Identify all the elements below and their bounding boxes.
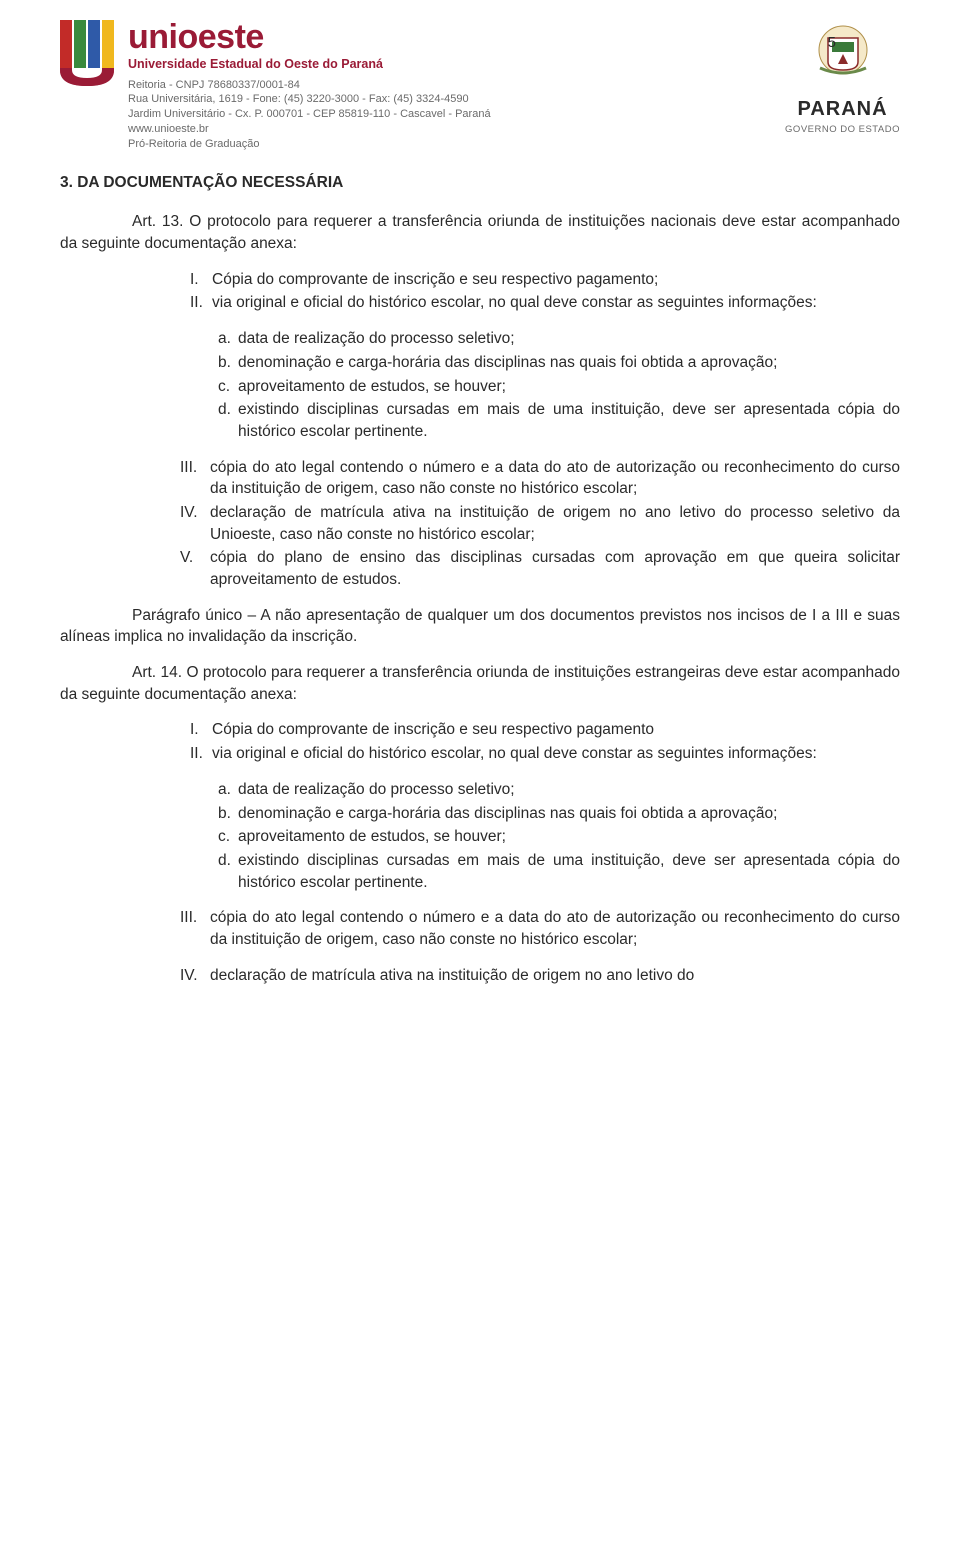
header-left: unioeste Universidade Estadual do Oeste … xyxy=(60,20,491,152)
university-name: unioeste xyxy=(128,20,491,54)
item-text: Cópia do comprovante de inscrição e seu … xyxy=(212,269,900,291)
item-text: declaração de matrícula ativa na institu… xyxy=(210,965,900,987)
marker: IV. xyxy=(180,502,210,545)
marker: V. xyxy=(180,547,210,590)
list-item: III.cópia do ato legal contendo o número… xyxy=(180,907,900,950)
list-item: b.denominação e carga-horária das discip… xyxy=(218,803,900,825)
list-item: c.aproveitamento de estudos, se houver; xyxy=(218,826,900,848)
header-text-block: unioeste Universidade Estadual do Oeste … xyxy=(128,20,491,152)
item-text: via original e oficial do histórico esco… xyxy=(212,743,900,765)
item-text: aproveitamento de estudos, se houver; xyxy=(238,376,900,398)
page-number: 5 xyxy=(828,32,836,53)
parana-coat-icon xyxy=(810,20,876,86)
list-item: c.aproveitamento de estudos, se houver; xyxy=(218,376,900,398)
marker: b. xyxy=(218,803,238,825)
list-item: III.cópia do ato legal contendo o número… xyxy=(180,457,900,500)
item-text: cópia do plano de ensino das disciplinas… xyxy=(210,547,900,590)
art14-alpha-list: a.data de realização do processo seletiv… xyxy=(218,779,900,893)
item-text: aproveitamento de estudos, se houver; xyxy=(238,826,900,848)
art13-roman-list: I.Cópia do comprovante de inscrição e se… xyxy=(190,269,900,314)
item-text: Cópia do comprovante de inscrição e seu … xyxy=(212,719,900,741)
item-text: existindo disciplinas cursadas em mais d… xyxy=(238,850,900,893)
unioeste-logo-icon xyxy=(60,20,118,90)
addr-line: Jardim Universitário - Cx. P. 000701 - C… xyxy=(128,107,491,122)
marker: b. xyxy=(218,352,238,374)
marker: I. xyxy=(190,269,212,291)
art13-alpha-list: a.data de realização do processo seletiv… xyxy=(218,328,900,442)
item-text: declaração de matrícula ativa na institu… xyxy=(210,502,900,545)
list-item: II.via original e oficial do histórico e… xyxy=(190,292,900,314)
marker: a. xyxy=(218,779,238,801)
addr-line: www.unioeste.br xyxy=(128,122,491,137)
marker: II. xyxy=(190,743,212,765)
list-item: d.existindo disciplinas cursadas em mais… xyxy=(218,399,900,442)
list-item: a.data de realização do processo seletiv… xyxy=(218,779,900,801)
header-right: PARANÁ GOVERNO DO ESTADO xyxy=(785,20,900,136)
marker: I. xyxy=(190,719,212,741)
marker: a. xyxy=(218,328,238,350)
item-text: denominação e carga-horária das discipli… xyxy=(238,803,900,825)
list-item: I.Cópia do comprovante de inscrição e se… xyxy=(190,269,900,291)
parana-sub: GOVERNO DO ESTADO xyxy=(785,123,900,136)
item-text: existindo disciplinas cursadas em mais d… xyxy=(238,399,900,442)
parana-name: PARANÁ xyxy=(785,95,900,123)
item-text: data de realização do processo seletivo; xyxy=(238,328,900,350)
marker: II. xyxy=(190,292,212,314)
item-text: data de realização do processo seletivo; xyxy=(238,779,900,801)
university-subtitle: Universidade Estadual do Oeste do Paraná xyxy=(128,56,491,74)
marker: III. xyxy=(180,907,210,950)
marker: c. xyxy=(218,826,238,848)
list-item: d. existindo disciplinas cursadas em mai… xyxy=(218,850,900,893)
list-item: IV.declaração de matrícula ativa na inst… xyxy=(180,965,900,987)
art14-roman-list-2: III.cópia do ato legal contendo o número… xyxy=(180,907,900,950)
list-item: I.Cópia do comprovante de inscrição e se… xyxy=(190,719,900,741)
list-item: IV.declaração de matrícula ativa na inst… xyxy=(180,502,900,545)
art14-roman-list: I.Cópia do comprovante de inscrição e se… xyxy=(190,719,900,764)
list-item: II.via original e oficial do histórico e… xyxy=(190,743,900,765)
art14-iv: IV.declaração de matrícula ativa na inst… xyxy=(180,965,900,987)
marker: d. xyxy=(218,399,238,442)
list-item: V.cópia do plano de ensino das disciplin… xyxy=(180,547,900,590)
item-text: denominação e carga-horária das discipli… xyxy=(238,352,900,374)
marker: d. xyxy=(218,850,238,893)
addr-line: Rua Universitária, 1619 - Fone: (45) 322… xyxy=(128,92,491,107)
art13-intro: Art. 13. O protocolo para requerer a tra… xyxy=(60,211,900,254)
item-text: cópia do ato legal contendo o número e a… xyxy=(210,457,900,500)
marker: III. xyxy=(180,457,210,500)
list-item: b.denominação e carga-horária das discip… xyxy=(218,352,900,374)
item-text: cópia do ato legal contendo o número e a… xyxy=(210,907,900,950)
addr-line: Reitoria - CNPJ 78680337/0001-84 xyxy=(128,78,491,93)
addr-line: Pró-Reitoria de Graduação xyxy=(128,137,491,152)
marker: c. xyxy=(218,376,238,398)
document-header: unioeste Universidade Estadual do Oeste … xyxy=(60,20,900,152)
address-block: Reitoria - CNPJ 78680337/0001-84 Rua Uni… xyxy=(128,78,491,152)
art13-roman-list-2: III.cópia do ato legal contendo o número… xyxy=(180,457,900,591)
list-item: a.data de realização do processo seletiv… xyxy=(218,328,900,350)
art14-intro: Art. 14. O protocolo para requerer a tra… xyxy=(60,662,900,705)
section-title: 3. DA DOCUMENTAÇÃO NECESSÁRIA xyxy=(60,172,900,194)
item-text: via original e oficial do histórico esco… xyxy=(212,292,900,314)
art13-paragrafo-unico: Parágrafo único – A não apresentação de … xyxy=(60,605,900,648)
marker: IV. xyxy=(180,965,210,987)
